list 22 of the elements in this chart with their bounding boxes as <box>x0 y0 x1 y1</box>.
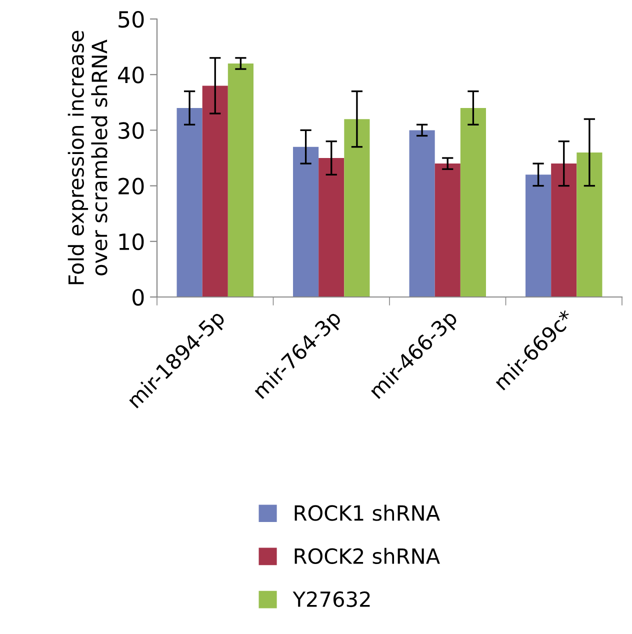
y-axis-title: Fold expression increase over scrambled shRNA <box>68 30 108 284</box>
y-tick-label: 40 <box>118 66 144 84</box>
legend-label: Y27632 <box>292 591 370 608</box>
bar <box>409 130 435 297</box>
bar <box>460 108 486 297</box>
y-tick-label: 50 <box>118 10 144 28</box>
y-tick-label: 0 <box>132 288 144 306</box>
bar <box>176 108 202 297</box>
legend-label: ROCK1 shRNA <box>294 504 440 521</box>
bar <box>293 146 319 297</box>
y-tick-label: 20 <box>118 178 144 195</box>
bar <box>228 63 254 297</box>
bar <box>318 158 344 297</box>
y-tick-label: 30 <box>118 122 144 139</box>
bar <box>202 86 228 297</box>
legend-label: ROCK2 shRNA <box>294 548 440 564</box>
bar <box>576 152 602 297</box>
bar <box>434 164 460 297</box>
bar <box>551 164 577 297</box>
y-tick-label: 10 <box>119 233 144 250</box>
bar <box>526 174 552 297</box>
bar <box>344 119 370 297</box>
